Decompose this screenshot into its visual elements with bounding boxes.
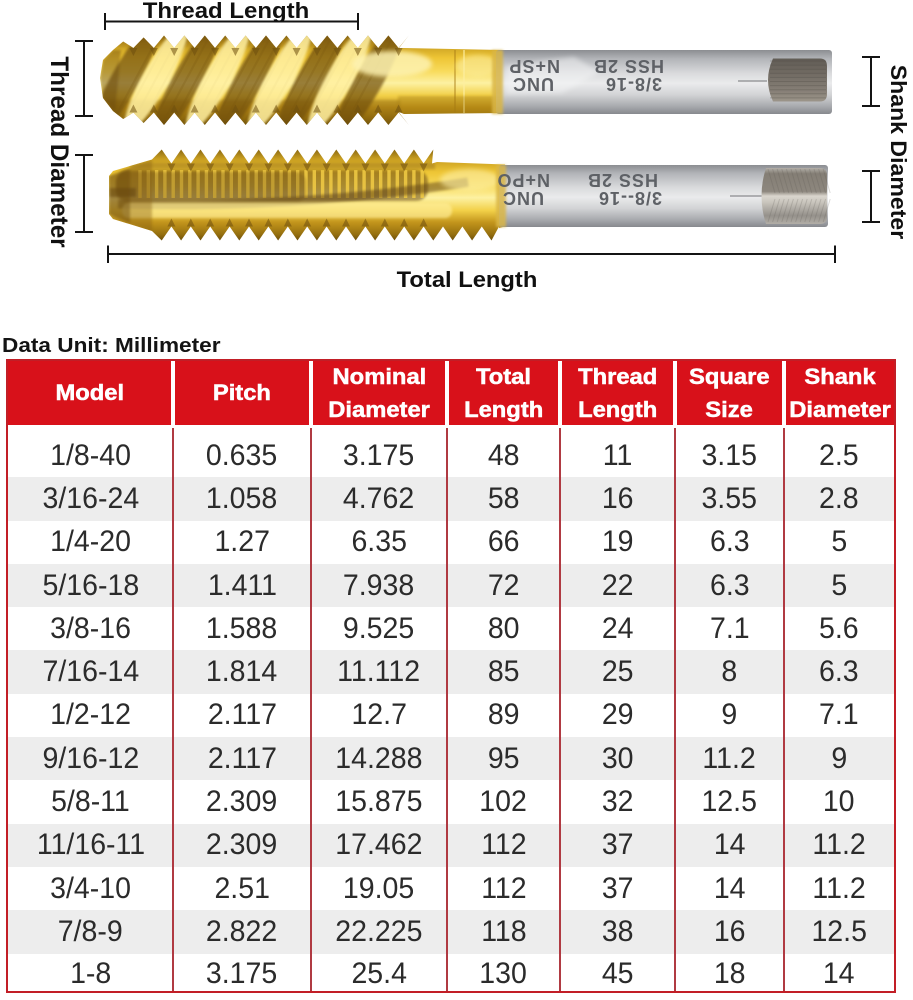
svg-text:N+PO: N+PO bbox=[496, 170, 550, 190]
svg-text:Thread Length: Thread Length bbox=[143, 0, 309, 23]
svg-text:Thread Diameter: Thread Diameter bbox=[45, 56, 72, 248]
svg-text:N+SP: N+SP bbox=[508, 56, 560, 76]
svg-text:Total Length: Total Length bbox=[397, 267, 538, 292]
svg-text:Shank Diameter: Shank Diameter bbox=[886, 65, 910, 240]
svg-text:HSS 2B: HSS 2B bbox=[593, 56, 664, 76]
svg-text:3/8-16: 3/8-16 bbox=[605, 74, 662, 94]
svg-text:UNC: UNC bbox=[502, 188, 544, 208]
svg-text:HSS 2B: HSS 2B bbox=[587, 170, 658, 190]
svg-text:3/8--16: 3/8--16 bbox=[598, 188, 662, 208]
svg-text:UNC: UNC bbox=[512, 74, 554, 94]
